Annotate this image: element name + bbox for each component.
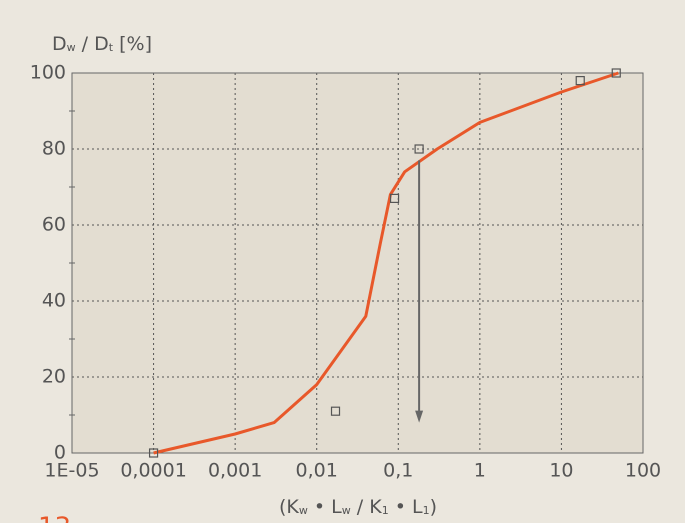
y-axis-title-part: t [109,41,114,54]
y-axis-title-part: / D [76,33,109,55]
x-tick-label: 1 [474,460,486,482]
x-axis-title-part: 1 [382,504,389,517]
plot-frame [71,72,644,454]
data-point [414,144,424,154]
data-point [389,193,400,203]
data-point [330,406,341,416]
data-point [148,448,159,458]
y-tick-label: 60 [42,214,66,236]
x-axis-title-part: (K [279,496,299,518]
x-axis-title: (Kw • Lw / K1 • L1) [279,496,437,518]
data-point [611,68,621,78]
y-tick-label: 20 [42,366,66,388]
x-axis-title-part: / K [351,496,382,518]
x-tick-label: 0,01 [296,460,338,482]
x-tick-label: 0,001 [208,460,262,482]
data-point [575,75,585,86]
x-axis-title-part: w [342,504,351,517]
y-axis-title-part: [%] [113,33,152,55]
y-tick-label: 80 [42,138,66,160]
x-tick-label: 0,0001 [120,460,186,482]
plot-area [72,73,643,453]
y-axis-title-part: w [67,41,76,54]
x-tick-label: 10 [549,460,573,482]
y-axis-title-part: D [52,33,67,55]
x-axis-title-part: 1 [423,504,430,517]
y-tick-label: 0 [54,442,66,464]
y-tick-label: 40 [42,290,66,312]
x-tick-label: 100 [625,460,661,482]
curve [153,71,619,455]
y-axis-title: Dw / Dt [%] [52,33,152,55]
x-axis-title-part: w [299,504,308,517]
figure-number: 13 [38,513,71,523]
x-axis-title-part: • L [308,496,342,518]
x-tick-label: 1E-05 [44,460,99,482]
x-tick-label: 0,1 [383,460,413,482]
x-axis-title-part: • L [389,496,423,518]
y-tick-label: 100 [30,62,66,84]
x-axis-title-part: ) [430,496,437,518]
arrow-head [415,410,424,423]
